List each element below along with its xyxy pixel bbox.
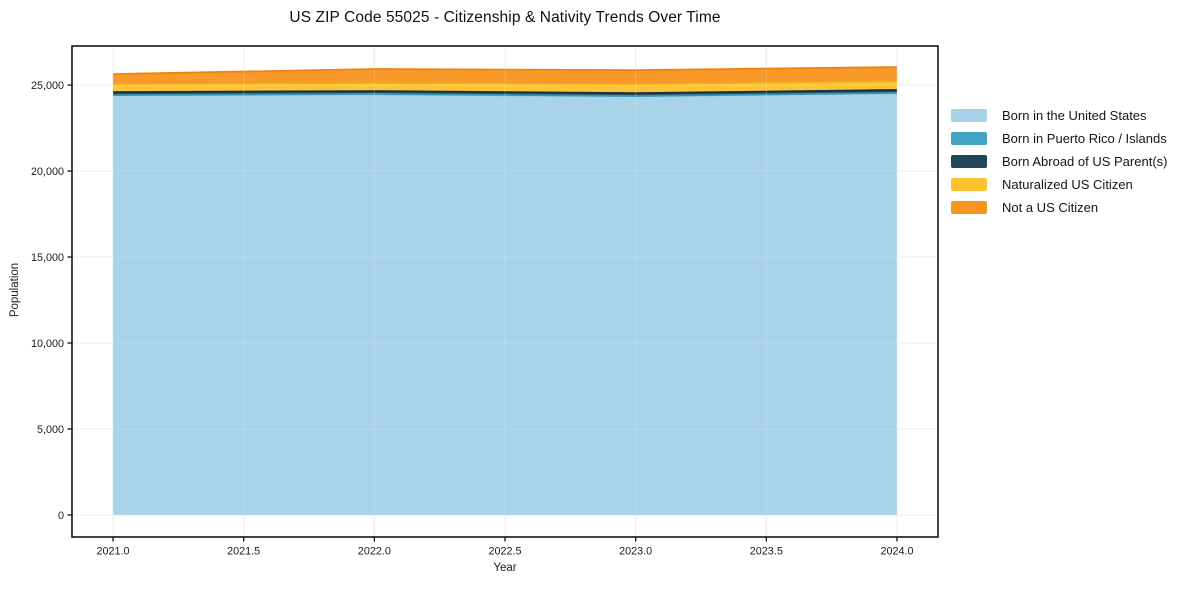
legend-item-1: Born in Puerto Rico / Islands: [951, 127, 1167, 150]
x-tick-label: 2023.0: [619, 546, 652, 558]
legend-label-1: Born in Puerto Rico / Islands: [1002, 131, 1167, 146]
legend-label-0: Born in the United States: [1002, 108, 1147, 123]
legend-swatch-4: [951, 201, 987, 214]
y-tick-label: 10,000: [31, 338, 64, 350]
chart-title: US ZIP Code 55025 - Citizenship & Nativi…: [289, 9, 721, 26]
y-axis-label: Population: [9, 262, 21, 318]
area-edge-lines: [112, 66, 898, 98]
edge-line-1: [112, 92, 898, 97]
x-tick-label: 2024.0: [880, 546, 913, 558]
legend-swatch-3: [951, 178, 987, 191]
legend-label-2: Born Abroad of US Parent(s): [1002, 154, 1168, 169]
edge-line-3: [112, 80, 898, 85]
x-tick-label: 2021.5: [227, 546, 260, 558]
x-tick-label: 2022.5: [488, 546, 521, 558]
legend-swatch-1: [951, 132, 987, 145]
legend-item-3: Naturalized US Citizen: [951, 173, 1167, 196]
legend-item-2: Born Abroad of US Parent(s): [951, 150, 1167, 173]
area-series-4: [113, 67, 897, 85]
legend: Born in the United States Born in Puerto …: [951, 104, 1167, 219]
y-tick-label: 0: [58, 510, 64, 522]
x-tick-label: 2022.0: [358, 546, 391, 558]
x-tick-label: 2023.5: [750, 546, 783, 558]
legend-item-0: Born in the United States: [951, 104, 1167, 127]
x-axis-label: Year: [493, 562, 517, 574]
y-tick-label: 20,000: [31, 166, 64, 178]
y-tick-label: 15,000: [31, 252, 64, 264]
edge-line-2: [112, 89, 898, 94]
legend-swatch-2: [951, 155, 987, 168]
gridlines-overlay: [72, 46, 938, 537]
legend-label-3: Naturalized US Citizen: [1002, 177, 1133, 192]
axis-ticks: 2021.0 2021.5 2022.0 2022.5 2023.0 2023.5 2024…: [31, 80, 914, 558]
y-tick-label: 25,000: [31, 80, 64, 92]
y-tick-label: 5,000: [37, 424, 64, 436]
legend-swatch-0: [951, 109, 987, 122]
x-tick-label: 2021.0: [97, 546, 130, 558]
legend-label-4: Not a US Citizen: [1002, 200, 1099, 215]
legend-item-4: Not a US Citizen: [951, 196, 1167, 219]
edge-line-4: [112, 66, 898, 75]
area-series-0: [113, 93, 897, 516]
